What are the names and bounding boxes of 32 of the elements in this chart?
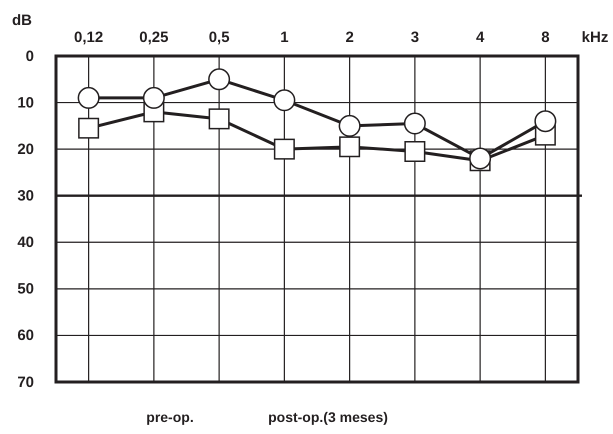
y-tick-label: 0 [26, 48, 34, 65]
x-tick-label: 0,12 [74, 29, 104, 46]
x-tick-label: 2 [345, 29, 354, 46]
x-tick-label: 0,25 [139, 29, 168, 46]
point [78, 86, 100, 109]
x-tick-label: 4 [476, 29, 485, 46]
point [404, 112, 426, 135]
y-tick-label: 50 [17, 280, 34, 298]
point [273, 89, 296, 112]
point [534, 110, 556, 132]
point [208, 108, 230, 130]
y-tick-label: 70 [17, 374, 34, 391]
x-tick-label: 8 [541, 29, 550, 46]
point [339, 136, 360, 158]
y-tick-label: 40 [17, 234, 34, 252]
y-tick-label: 30 [17, 188, 34, 205]
x-tick-label: 1 [280, 29, 289, 46]
y-tick-label: 60 [17, 327, 34, 344]
point [404, 140, 426, 162]
text: post-op.(3 meses) [268, 409, 388, 425]
x-axis-title: kHz [582, 29, 608, 46]
x-tick-label: 0,5 [208, 29, 230, 46]
point [208, 68, 230, 90]
point [274, 138, 295, 160]
point [338, 114, 361, 137]
y-tick-label: 10 [17, 94, 34, 112]
point [142, 86, 165, 109]
point [78, 118, 100, 139]
y-tick-label: 20 [17, 140, 34, 158]
y-axis-title: dB [12, 12, 32, 29]
x-tick-label: 3 [410, 29, 420, 46]
text: pre-op. [146, 409, 194, 425]
